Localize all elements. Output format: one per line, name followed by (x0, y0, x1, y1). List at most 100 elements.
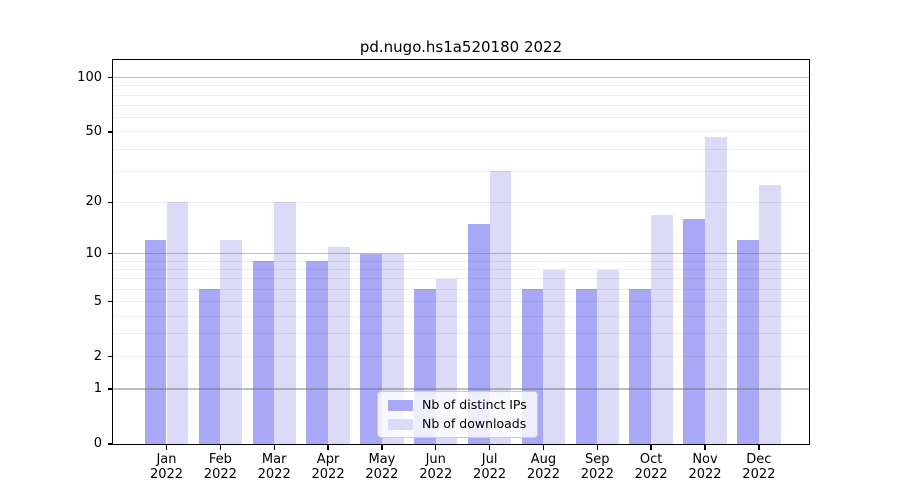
gridline-minor-80 (112, 94, 810, 96)
bar-downloads-feb (220, 240, 243, 444)
y-tick-20 (107, 201, 113, 203)
x-tick-label-aug: Aug 2022 (508, 452, 578, 482)
x-tick-dec (758, 445, 760, 450)
y-tick-label-100: 100 (77, 69, 102, 85)
bar-distinct-ips-nov (683, 219, 705, 444)
legend-label-downloads: Nb of downloads (422, 416, 527, 431)
x-tick-year: 2022 (742, 467, 776, 482)
bar-distinct-ips-jul (467, 223, 490, 444)
bar-distinct-ips-may (360, 253, 382, 444)
bar-downloads-oct (651, 214, 673, 444)
y-tick-label-1: 1 (93, 380, 102, 396)
gridline-minor-3 (112, 333, 810, 335)
x-tick-mar (273, 445, 275, 450)
gridline-minor-60 (112, 117, 810, 119)
bar-downloads-dec (758, 185, 781, 444)
y-tick-label-10: 10 (85, 245, 102, 261)
bar-downloads-aug (543, 269, 566, 444)
bar-distinct-ips-oct (629, 289, 652, 444)
x-tick-year: 2022 (419, 467, 453, 482)
bar-downloads-nov (705, 136, 727, 444)
x-tick-oct (650, 445, 652, 450)
y-tick-1 (107, 388, 113, 390)
bar-distinct-ips-sep (575, 289, 598, 444)
gridline-minor-90 (112, 85, 810, 87)
x-tick-label-jan: Jan 2022 (132, 452, 202, 482)
legend: Nb of distinct IPs Nb of downloads (377, 391, 538, 438)
x-tick-year: 2022 (257, 467, 291, 482)
bar-downloads-mar (274, 202, 296, 444)
x-tick-label-oct: Oct 2022 (616, 452, 686, 482)
y-tick-label-50: 50 (85, 123, 102, 139)
x-tick-may (381, 445, 383, 450)
gridline-minor-70 (112, 105, 810, 107)
x-tick-label-apr: Apr 2022 (293, 452, 363, 482)
legend-item-distinct-ips: Nb of distinct IPs (388, 398, 527, 412)
x-tick-label-may: May 2022 (347, 452, 417, 482)
bar-distinct-ips-feb (198, 289, 221, 444)
x-tick-month: Jun (425, 452, 446, 467)
gridline-minor-6 (112, 288, 810, 290)
x-tick-month: Mar (261, 452, 287, 467)
gridline-minor-8 (112, 269, 810, 271)
x-tick-year: 2022 (365, 467, 399, 482)
gridline-minor-40 (112, 148, 810, 150)
x-tick-month: Jan (156, 452, 177, 467)
gridline-minor-5 (112, 301, 810, 303)
x-tick-year: 2022 (580, 467, 614, 482)
x-tick-month: Oct (639, 452, 663, 467)
x-tick-year: 2022 (526, 467, 560, 482)
bar-distinct-ips-dec (737, 240, 759, 444)
y-tick-label-0: 0 (93, 436, 102, 451)
x-tick-month: Dec (746, 452, 772, 467)
x-tick-month: Sep (585, 452, 610, 467)
bar-downloads-jul (489, 171, 512, 444)
x-tick-jul (488, 445, 491, 450)
x-tick-jan (165, 445, 168, 450)
y-tick-5 (107, 301, 113, 303)
x-tick-feb (219, 445, 222, 450)
y-tick-0 (107, 443, 113, 445)
legend-item-downloads: Nb of downloads (388, 417, 527, 431)
gridline-minor-50 (112, 131, 810, 133)
y-tick-50 (107, 131, 113, 133)
x-tick-year: 2022 (634, 467, 668, 482)
bar-downloads-sep (597, 269, 619, 444)
legend-swatch-downloads (388, 418, 413, 430)
x-tick-jun (435, 445, 437, 450)
x-tick-nov (704, 445, 706, 450)
x-tick-label-sep: Sep 2022 (562, 452, 632, 482)
bar-distinct-ips-apr (306, 261, 329, 444)
x-tick-year: 2022 (473, 467, 507, 482)
x-tick-year: 2022 (149, 467, 184, 482)
y-tick-label-5: 5 (93, 293, 102, 309)
gridline-minor-9 (112, 260, 810, 262)
x-tick-month: Jul (481, 452, 498, 467)
gridline-minor-4 (112, 315, 810, 317)
x-tick-label-mar: Mar 2022 (239, 452, 309, 482)
x-tick-year: 2022 (688, 467, 722, 482)
gridline-minor-20 (112, 201, 810, 203)
x-tick-month: Apr (316, 452, 340, 467)
x-tick-year: 2022 (311, 467, 345, 482)
y-tick-10 (107, 252, 113, 255)
gridline-minor-2 (112, 356, 810, 358)
y-tick-label-2: 2 (93, 348, 102, 364)
plot-border (112, 59, 810, 445)
x-tick-year: 2022 (203, 467, 237, 482)
x-tick-sep (596, 445, 598, 450)
x-tick-label-jul: Jul 2022 (455, 452, 525, 482)
bar-distinct-ips-jan (144, 240, 167, 444)
x-tick-month: Feb (208, 452, 232, 467)
gridline-minor-30 (112, 170, 810, 172)
y-tick-100 (107, 76, 113, 79)
x-tick-label-nov: Nov 2022 (670, 452, 740, 482)
y-tick-label-20: 20 (85, 194, 102, 210)
x-tick-month: Aug (530, 452, 557, 467)
chart-title: pd.nugo.hs1a520180 2022 (359, 38, 563, 56)
y-tick-2 (107, 356, 113, 358)
x-tick-aug (542, 445, 545, 450)
bar-distinct-ips-mar (252, 261, 275, 444)
x-tick-label-feb: Feb 2022 (185, 452, 255, 482)
